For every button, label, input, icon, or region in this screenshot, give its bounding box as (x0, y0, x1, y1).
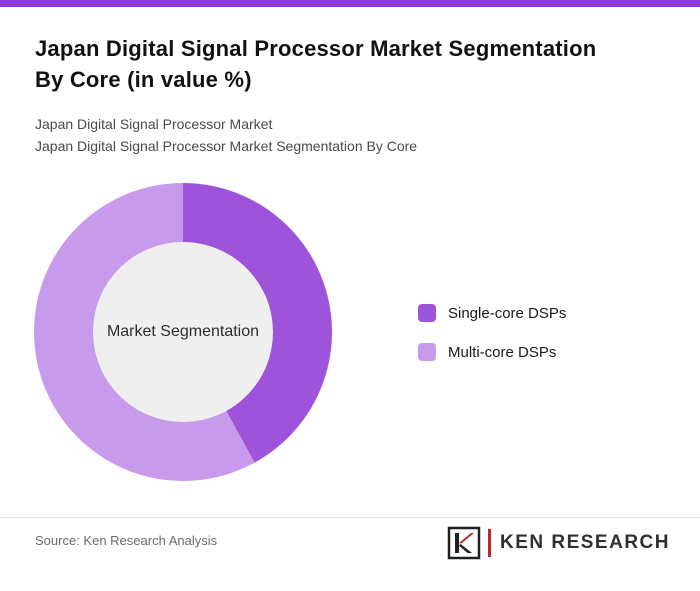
legend-label: Single-core DSPs (448, 304, 567, 322)
legend-swatch (418, 343, 436, 361)
logo-divider (487, 529, 491, 557)
subtitle-segmentation: Japan Digital Signal Processor Market Se… (35, 138, 418, 154)
legend-item-multi-core: Multi-core DSPs (418, 342, 566, 362)
page-title-line1: Japan Digital Signal Processor Market Se… (35, 36, 597, 61)
donut-chart: Market Segmentation (34, 183, 332, 481)
footer-divider (0, 517, 700, 518)
donut-center-label: Market Segmentation (106, 323, 260, 340)
top-accent-bar (0, 0, 700, 7)
subtitle-market: Japan Digital Signal Processor Market (35, 116, 273, 132)
page-title: Japan Digital Signal Processor Market Se… (35, 33, 596, 95)
source-note: Source: Ken Research Analysis (35, 533, 218, 548)
page-title-line2: By Core (in value %) (35, 67, 252, 92)
legend-item-single-core: Single-core DSPs (418, 303, 566, 323)
donut-center: Market Segmentation (93, 242, 273, 422)
legend-label: Multi-core DSPs (448, 343, 557, 361)
chart-legend: Single-core DSPs Multi-core DSPs (418, 303, 566, 381)
legend-swatch (418, 304, 436, 322)
logo-text: KEN RESEARCH (499, 532, 670, 553)
ken-research-logo: KEN RESEARCH (447, 525, 670, 561)
ken-research-logo-mark (447, 526, 481, 560)
chart-subtitles: Japan Digital Signal Processor Market Ja… (35, 113, 417, 157)
